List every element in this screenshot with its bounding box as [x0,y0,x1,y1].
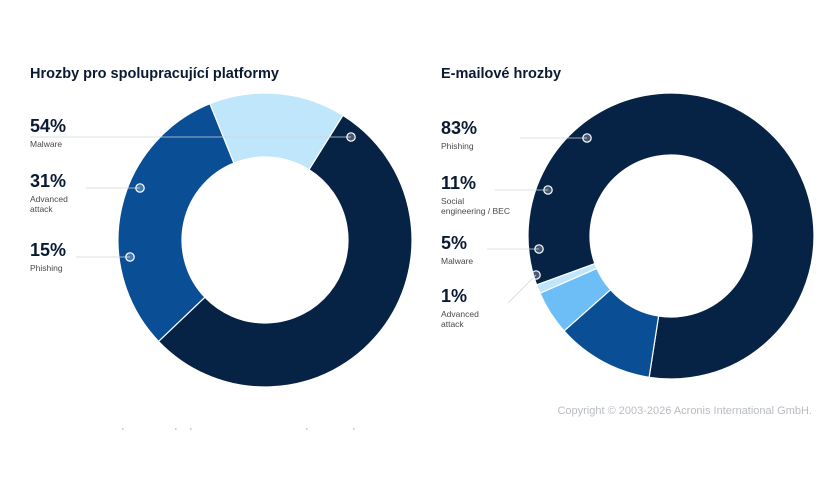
artifact-dot [190,428,192,430]
leader-line [507,274,537,304]
slice-marker [135,183,145,193]
slice-phishing-chart2 [527,92,815,380]
pct-label-malware-collab: 54% [30,116,67,136]
pct-label-malware-email: 5% [441,233,468,253]
category-label-social-email: Social engineering / BEC [441,196,510,216]
slice-marker [582,133,592,143]
slice-malware-chart1 [157,114,413,388]
artifact-dot [353,428,355,430]
artifact-dot [122,428,124,430]
label-line: Advanced [441,309,479,319]
slice-advanced-attack-chart2 [535,262,598,295]
pct-label-social-email: 11% [441,173,477,193]
category-label-malware-collab: Malware [30,139,63,149]
category-label-advanced-collab: Advanced attack [30,194,68,214]
label-line: Social [441,196,465,206]
slice-phishing-chart1 [209,92,344,171]
category-label-malware-email: Malware [441,256,474,266]
label-line: attack [30,204,53,214]
slice-marker [534,244,544,254]
slice-marker [531,270,541,280]
slice-marker [346,132,356,142]
label-line: Advanced [30,194,68,204]
slice-marker [125,252,135,262]
slice-advanced-attack-chart1 [117,102,235,343]
label-line: engineering / BEC [441,206,510,216]
category-label-phishing-collab: Phishing [30,263,63,273]
pct-label-phishing-collab: 15% [30,240,67,260]
category-label-phishing-email: Phishing [441,141,474,151]
chart-title-collab: Hrozby pro spolupracující platformy [30,66,279,82]
pct-label-advanced-collab: 31% [30,171,67,191]
chart-title-email: E-mailové hrozby [441,66,562,82]
pct-label-phishing-email: 83% [441,118,478,138]
slice-marker [543,185,553,195]
label-line: attack [441,319,464,329]
artifact-dot [175,428,177,430]
pct-label-advanced-email: 1% [441,286,468,306]
artifact-dot [306,428,308,430]
copyright-text: Copyright © 2003-2026 Acronis Internatio… [557,405,812,417]
category-label-advanced-email: Advanced attack [441,309,479,329]
